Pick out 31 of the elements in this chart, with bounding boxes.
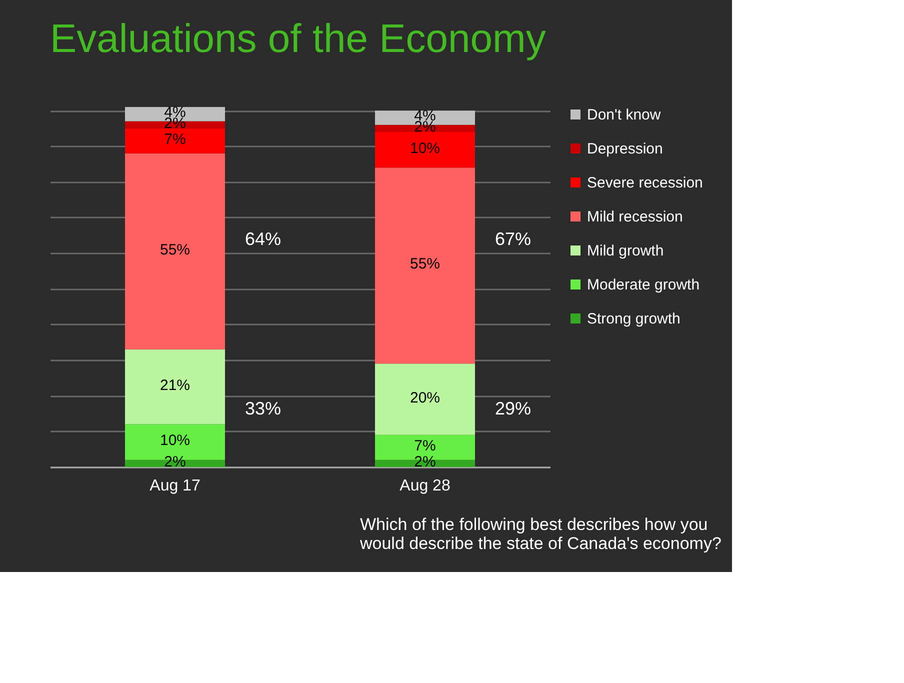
legend-label: Depression xyxy=(587,140,663,158)
data-label: 20% xyxy=(410,389,440,406)
data-label: 55% xyxy=(160,241,190,258)
x-tick-label: Aug 28 xyxy=(400,478,450,494)
annotation: 64% xyxy=(245,229,282,250)
data-label: 2% xyxy=(164,453,186,470)
data-label: 10% xyxy=(410,140,440,157)
chart-title: Evaluations of the Economy xyxy=(50,17,546,62)
legend-label: Moderate growth xyxy=(587,276,700,294)
bar xyxy=(375,168,475,364)
data-label: 10% xyxy=(160,432,190,450)
legend-label: Strong growth xyxy=(587,310,680,328)
annotation: 29% xyxy=(495,398,532,418)
data-label: 7% xyxy=(414,437,436,454)
data-label: 21% xyxy=(160,376,190,394)
data-label: 7% xyxy=(164,130,186,148)
legend-label: Severe recession xyxy=(587,174,703,192)
legend-label: Don't know xyxy=(587,106,661,124)
data-label: 2% xyxy=(414,453,436,470)
bar xyxy=(125,128,225,154)
annotation: 67% xyxy=(495,229,532,250)
bar xyxy=(125,349,225,424)
legend-label: Mild recession xyxy=(587,208,683,226)
bar xyxy=(375,364,475,435)
annotation: 33% xyxy=(245,398,282,418)
legend-label: Mild growth xyxy=(587,242,664,260)
bar xyxy=(125,153,225,350)
bar xyxy=(375,132,475,168)
text: Which of the following best describes how you would describe the state of Canada's economy? xyxy=(359,515,722,553)
x-tick-label: Aug 17 xyxy=(150,478,200,494)
data-label: 55% xyxy=(410,256,440,273)
